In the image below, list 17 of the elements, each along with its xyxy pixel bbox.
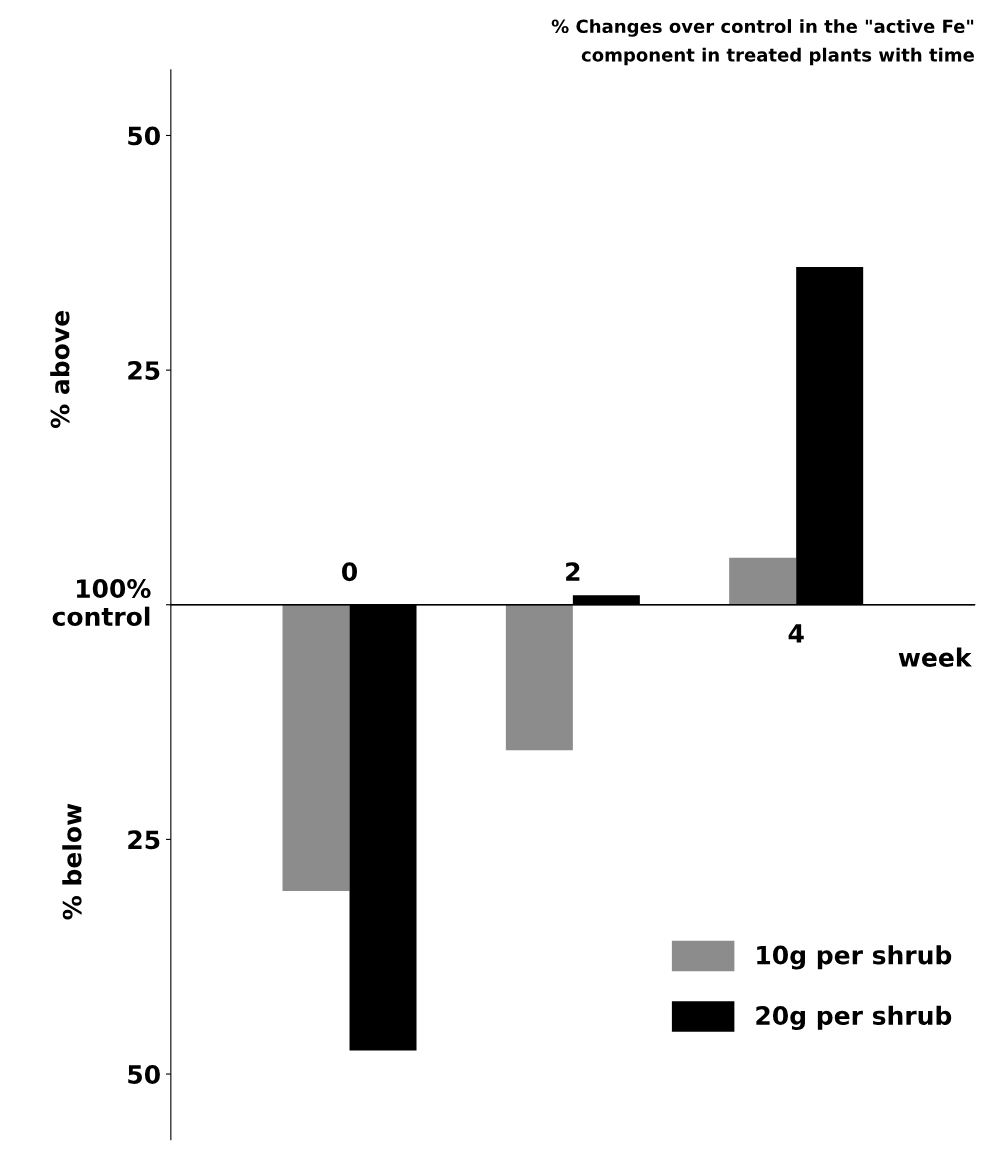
bar bbox=[729, 557, 797, 605]
y-tick-label: 50 bbox=[128, 1064, 160, 1084]
y-tick-label: 25 bbox=[128, 830, 160, 850]
x-tick-label: 0 bbox=[342, 562, 358, 582]
x-axis-title: week bbox=[898, 647, 972, 667]
x-tick-label: 2 bbox=[566, 562, 580, 581]
y-tick-label: 50 bbox=[128, 126, 160, 146]
text: % below bbox=[62, 803, 82, 920]
y-axis-title: % above bbox=[50, 311, 70, 429]
chart-title: % Changes over control in the "active Fe" component in treated plants with time bbox=[551, 19, 974, 66]
bar bbox=[505, 604, 573, 751]
bar bbox=[282, 604, 350, 892]
x-tick-label: 4 bbox=[788, 624, 804, 643]
legend-label: 20g per shrub bbox=[756, 1005, 952, 1031]
y-tick-label: 25 bbox=[128, 361, 160, 380]
legend-label: 10g per shrub bbox=[757, 945, 952, 970]
ref-line-label: 100% control bbox=[52, 579, 151, 627]
